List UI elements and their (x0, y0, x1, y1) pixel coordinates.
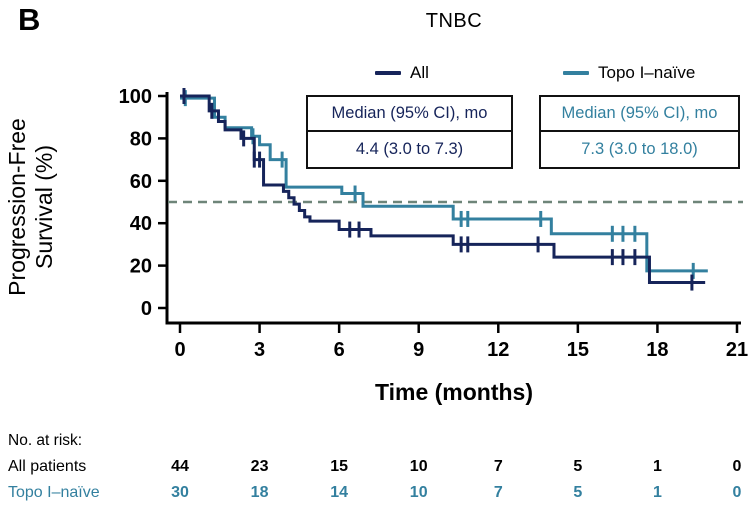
risk-count: 5 (573, 458, 583, 475)
risk-count: 5 (573, 484, 583, 501)
axes (165, 92, 741, 325)
risk-count: 0 (732, 458, 742, 475)
median-box-topo: Median (95% CI), mo 7.3 (3.0 to 18.0) (539, 95, 740, 169)
risk-count: 1 (652, 458, 662, 475)
x-tick-label: 6 (334, 339, 345, 361)
x-tick-label: 21 (726, 339, 748, 361)
x-tick-label: 9 (413, 339, 424, 361)
risk-count: 18 (250, 484, 269, 501)
y-tick-label: 20 (130, 256, 152, 278)
median-box-all-header: Median (95% CI), mo (308, 97, 511, 132)
risk-count: 0 (732, 484, 742, 501)
legend-item-topo: Topo I–naïve (563, 63, 695, 83)
median-box-topo-header: Median (95% CI), mo (541, 97, 738, 132)
risk-table-heading: No. at risk: (8, 432, 83, 449)
risk-count: 7 (493, 458, 503, 475)
panel-label: B (18, 2, 41, 37)
y-tick-label: 80 (130, 128, 152, 150)
x-tick-label: 0 (174, 339, 185, 361)
risk-count: 10 (409, 458, 428, 475)
x-tick-label: 15 (567, 339, 589, 361)
risk-count: 15 (330, 458, 349, 475)
risk-row-label-topo: Topo I–naïve (8, 484, 100, 501)
median-box-topo-value: 7.3 (3.0 to 18.0) (581, 140, 698, 158)
x-axis-label: Time (months) (374, 379, 534, 405)
y-tick-label: 0 (141, 298, 152, 320)
km-curve-all (180, 94, 706, 285)
legend-item-all: All (375, 63, 429, 83)
legend-line-swatch-all (375, 71, 401, 75)
median-box-all: Median (95% CI), mo 4.4 (3.0 to 7.3) (306, 95, 513, 169)
risk-count: 14 (330, 484, 349, 501)
legend-label-all: All (410, 63, 429, 82)
x-tick-label: 12 (487, 339, 509, 361)
risk-count: 1 (652, 484, 662, 501)
risk-count: 23 (250, 458, 269, 475)
legend-line-swatch-topo (563, 71, 589, 75)
risk-count: 44 (171, 458, 189, 475)
x-tick-label: 3 (254, 339, 265, 361)
x-tick-label: 18 (646, 339, 668, 361)
y-tick-label: 100 (119, 86, 152, 108)
median-box-all-value: 4.4 (3.0 to 7.3) (355, 140, 464, 158)
y-tick-label: 40 (130, 213, 152, 235)
risk-row-label-all: All patients (8, 458, 87, 475)
y-tick-label: 60 (130, 171, 152, 193)
chart-title: TNBC (425, 10, 483, 32)
risk-count: 30 (171, 484, 189, 501)
legend-label-topo: Topo I–naïve (598, 63, 696, 82)
risk-count: 7 (493, 484, 503, 501)
risk-count: 10 (409, 484, 428, 501)
